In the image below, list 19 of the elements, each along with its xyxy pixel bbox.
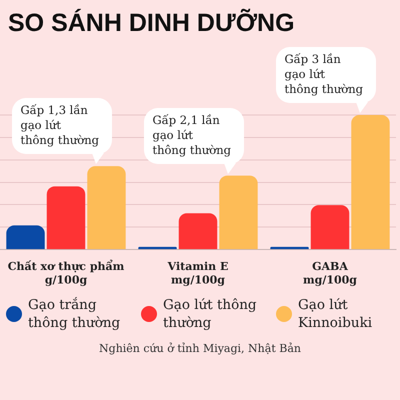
text: Nghiên cứu ở tỉnh Miyagi, Nhật Bản [98, 342, 302, 355]
annotation: Gấp 2,1 lần gạo lứt thông thường [144, 108, 244, 164]
legend-label: Gạo lứt Kinnoibuki [298, 296, 374, 332]
annotation: Gấp 1,3 lần gạo lứt thông thường [12, 98, 112, 154]
bar [270, 246, 309, 250]
x-tick-label: GABA mg/100g [302, 260, 358, 286]
bar [138, 246, 177, 250]
legend-label: Gạo trắng thông thường [28, 296, 122, 332]
legend-label: Gạo lứt thông thường [163, 296, 258, 332]
bar [46, 186, 86, 250]
bar [178, 213, 218, 250]
chart-title: SO SÁNH DINH DƯỠNG [8, 8, 295, 38]
bar [310, 205, 350, 250]
bar [87, 166, 126, 250]
bar [219, 176, 258, 250]
bar [6, 225, 45, 250]
bar [351, 115, 390, 250]
x-tick-label: Vitamin E mg/100g [166, 260, 228, 286]
x-tick-label: Chất xơ thực phẩm g/100g [8, 259, 125, 286]
